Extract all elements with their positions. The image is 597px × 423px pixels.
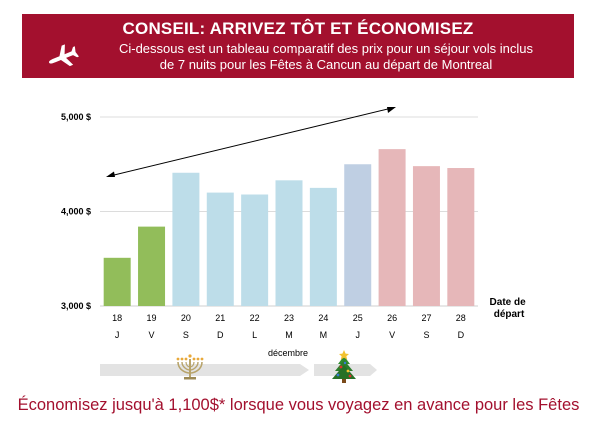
airplane-icon xyxy=(48,44,79,67)
bar-27 xyxy=(412,166,440,306)
x-tick-label-day: 21 xyxy=(215,313,225,323)
x-axis-label: décembre xyxy=(268,348,308,358)
bar-28 xyxy=(447,168,475,306)
savings-note: Économisez jusqu'à 1,100$* lorsque vous … xyxy=(17,396,580,414)
x-tick-label-day: 18 xyxy=(112,313,122,323)
x-tick-label-day: 28 xyxy=(456,313,466,323)
x-tick-label-day: 24 xyxy=(318,313,328,323)
bar-21 xyxy=(206,192,234,306)
bar-24 xyxy=(309,187,337,306)
price-chart: 3,000 $ 4,000 $ 5,000 $ 18 J 19 V 20 S 21 D 22 L 23 M… xyxy=(61,107,529,383)
trend-arrowhead-left xyxy=(106,171,115,177)
x-tick-label-day: 25 xyxy=(353,313,363,323)
banner-description-line-2: de 7 nuits pour les Fêtes à Cancun au dé… xyxy=(159,57,493,72)
bar-20 xyxy=(172,172,200,306)
x-tick-label-weekday: J xyxy=(115,330,120,340)
x-tick-label-weekday: M xyxy=(320,330,328,340)
bar-26 xyxy=(378,149,406,306)
bar-18 xyxy=(103,257,131,306)
bar-19 xyxy=(138,226,166,306)
bar-22 xyxy=(241,194,269,306)
banner-title: CONSEIL: ARRIVEZ TÔT ET ÉCONOMISEZ xyxy=(122,19,474,38)
x-axis-ticks: 18 J 19 V 20 S 21 D 22 L 23 M 24 M 25 J 26 V 27 S 28 D xyxy=(112,313,466,340)
bar-25 xyxy=(344,164,372,306)
x-tick-label-weekday: D xyxy=(458,330,465,340)
trend-arrow-line xyxy=(109,107,393,177)
y-tick-label: 5,000 $ xyxy=(61,112,91,122)
x-tick-label-weekday: L xyxy=(252,330,257,340)
x-tick-label-day: 22 xyxy=(250,313,260,323)
x-tick-label-weekday: M xyxy=(285,330,293,340)
x-tick-label-day: 23 xyxy=(284,313,294,323)
y-tick-label: 3,000 $ xyxy=(61,301,91,311)
x-tick-label-weekday: J xyxy=(355,330,360,340)
x-tick-label-weekday: S xyxy=(423,330,429,340)
y-axis-ticks: 3,000 $ 4,000 $ 5,000 $ xyxy=(61,112,91,311)
banner-description-line-1: Ci-dessous est un tableau comparatif des… xyxy=(118,41,534,56)
y-tick-label: 4,000 $ xyxy=(61,207,91,217)
bar-23 xyxy=(275,180,303,306)
x-tick-label-day: 19 xyxy=(147,313,157,323)
menorah-icon xyxy=(176,354,204,380)
christmas-tree-icon xyxy=(332,350,356,383)
x-tick-label-weekday: S xyxy=(183,330,189,340)
trend-arrowhead-right xyxy=(387,107,396,113)
timeline-arrow-1 xyxy=(100,364,309,376)
trend-arrow xyxy=(106,107,396,177)
x-tick-label-weekday: V xyxy=(149,330,155,340)
x-tick-label-day: 20 xyxy=(181,313,191,323)
x-tick-label-day: 26 xyxy=(387,313,397,323)
axis-note: Date de départ xyxy=(490,297,529,320)
x-tick-label-weekday: V xyxy=(389,330,395,340)
timeline xyxy=(100,350,377,383)
bars xyxy=(103,149,475,306)
x-tick-label-weekday: D xyxy=(217,330,224,340)
banner: CONSEIL: ARRIVEZ TÔT ET ÉCONOMISEZ Ci-de… xyxy=(22,14,574,78)
x-tick-label-day: 27 xyxy=(421,313,431,323)
